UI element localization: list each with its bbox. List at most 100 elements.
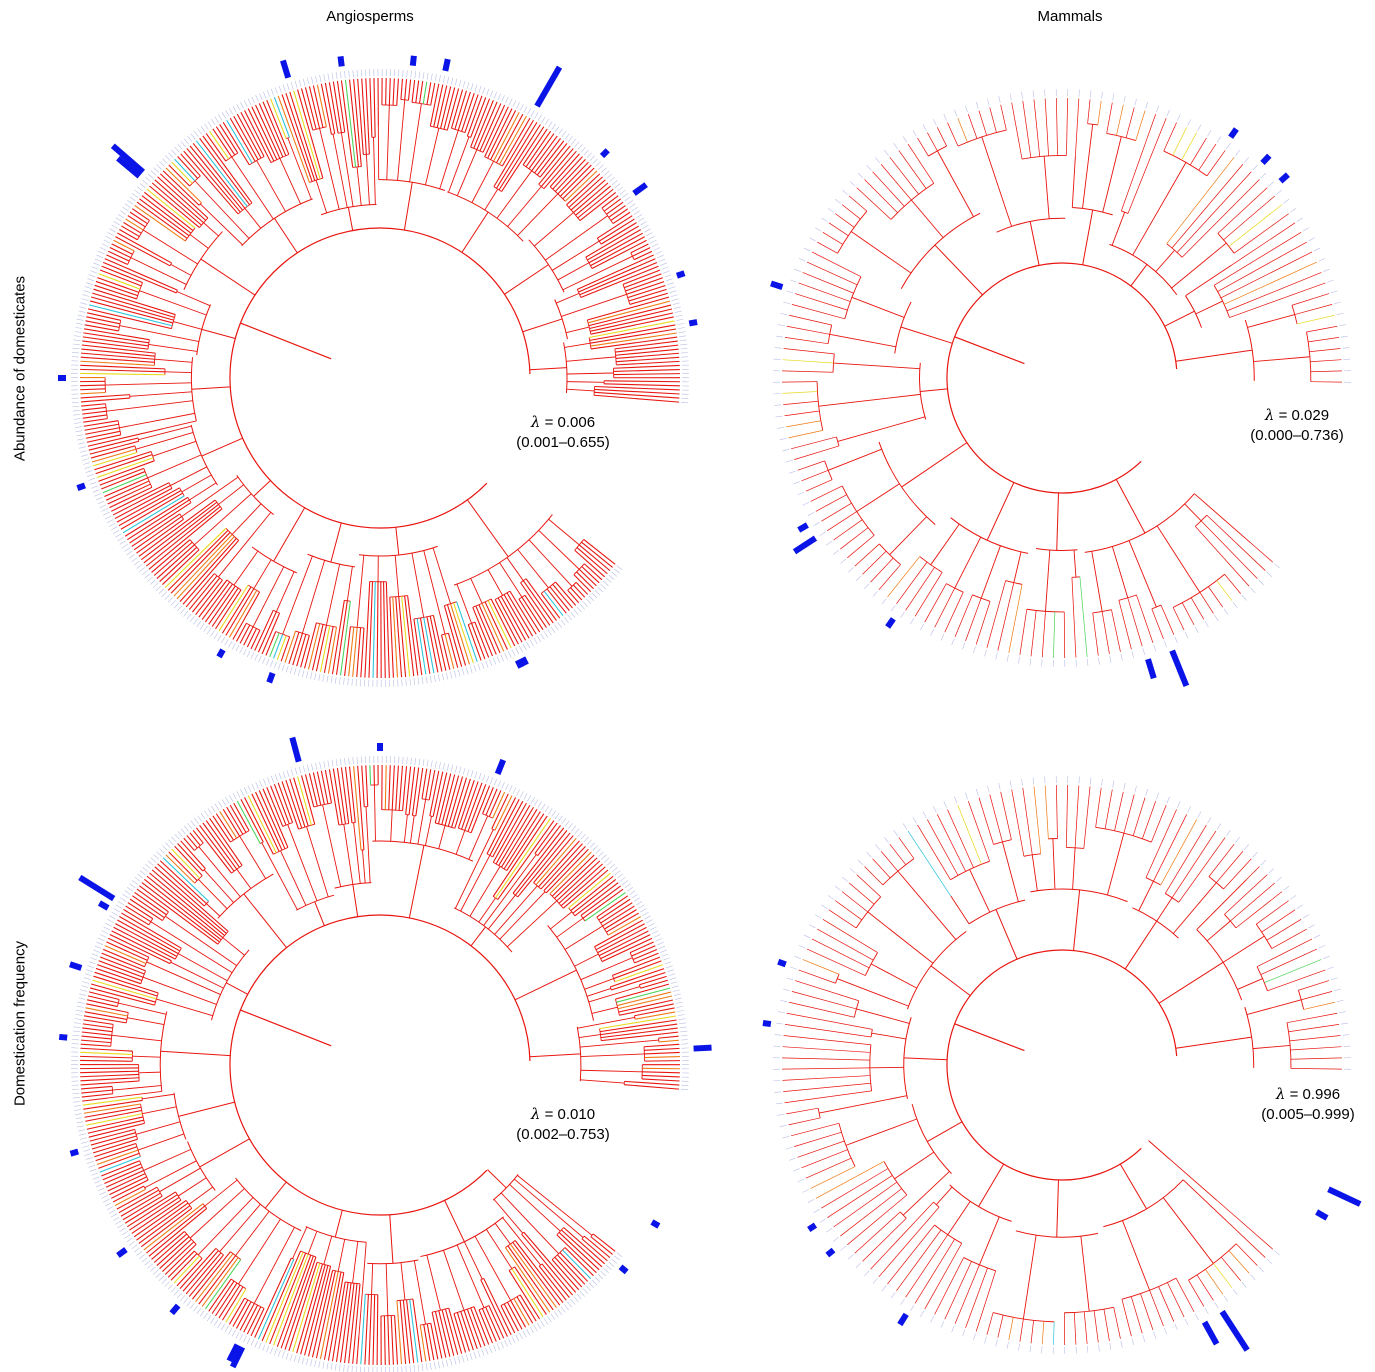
subclade-stem [591, 1006, 618, 1014]
tip-label [81, 454, 88, 457]
tip-label [94, 945, 102, 949]
tip-branch [1178, 837, 1226, 903]
tip-label [601, 167, 607, 173]
tip-label [819, 531, 826, 536]
tip-label [406, 70, 408, 78]
tip-label [153, 167, 160, 173]
tip-label [457, 1356, 461, 1364]
tip-branch [236, 113, 262, 159]
subclade-stem [870, 963, 917, 989]
tip-label [670, 294, 678, 297]
tip-label [258, 655, 262, 663]
tip-branch [965, 598, 982, 641]
tip-branch [828, 909, 857, 929]
tip-branch [791, 991, 857, 1010]
tip-label [902, 823, 908, 830]
subclade-stem [129, 391, 192, 397]
tip-label [351, 678, 353, 686]
tip-branch [827, 511, 857, 532]
tip-branch [319, 625, 331, 673]
tip-branch [111, 1179, 149, 1199]
tip-label [187, 136, 193, 142]
tip-label [782, 449, 790, 452]
tip-branch [432, 615, 447, 671]
tip-branch [576, 571, 594, 590]
tip-label [87, 474, 94, 477]
subclade-stem [181, 474, 212, 493]
trait-bar [266, 672, 276, 684]
tip-label [660, 949, 667, 953]
tip-branch [185, 1252, 222, 1295]
tip-branch [441, 1309, 455, 1356]
tip-branch [209, 130, 230, 160]
subclade-stem [954, 536, 982, 589]
tip-branch [316, 84, 327, 127]
tip-branch [598, 218, 635, 242]
tip-label [1313, 247, 1321, 252]
tip-label [413, 1365, 416, 1372]
tip-label [1308, 924, 1315, 929]
tip-label [1340, 335, 1348, 338]
tip-branch [174, 845, 203, 877]
tip-branch [195, 140, 248, 207]
tip-label [541, 803, 546, 810]
tip-branch [975, 601, 991, 645]
tip-label [557, 622, 563, 629]
tip-label [318, 673, 321, 681]
tip-branch [604, 380, 680, 383]
trait-bar [618, 1264, 629, 1275]
tip-label [162, 845, 168, 851]
tip-branch [495, 804, 531, 865]
tip-label [595, 848, 601, 854]
tip-label [564, 1304, 569, 1311]
tip-branch [392, 78, 395, 106]
tip-branch [1223, 858, 1252, 890]
tip-branch [590, 316, 674, 335]
tip-branch [209, 817, 243, 866]
subclade-stem [456, 149, 478, 196]
trait-bar-group [770, 127, 1290, 687]
tip-label [81, 298, 89, 301]
tip-label [673, 993, 681, 996]
tip-label [72, 1030, 80, 1033]
tip-label [351, 1365, 353, 1372]
tip-label [798, 258, 806, 262]
tip-branch [127, 215, 146, 228]
tip-branch [353, 766, 362, 851]
tip-label [127, 199, 134, 205]
tip-label [617, 873, 623, 879]
clade-stem [1124, 920, 1158, 970]
tip-label [176, 605, 182, 612]
tip-label [511, 649, 516, 657]
tip-label [101, 508, 108, 512]
subclade-stem [390, 809, 393, 842]
tip-label [1131, 1338, 1134, 1346]
tip-label [103, 1198, 110, 1203]
tip-branch [434, 772, 448, 824]
tip-branch [356, 627, 362, 678]
tip-branch [307, 623, 321, 670]
tip-label [1327, 279, 1334, 283]
tip-branch [509, 1243, 557, 1308]
tip-branch [269, 1252, 307, 1345]
tip-branch [538, 145, 571, 185]
tip-branch [81, 1035, 112, 1040]
panel-mammal-frequency: λ = 0.996 (0.005–0.999) [700, 690, 1375, 1372]
tip-branch [112, 485, 171, 516]
subclade-stem [356, 555, 365, 628]
tip-label [98, 250, 105, 255]
tip-branch [400, 78, 404, 100]
tip-label [661, 266, 669, 270]
tip-label [99, 504, 107, 509]
tip-branch [1153, 814, 1188, 882]
subclade-stem [432, 547, 451, 604]
tip-branch [613, 373, 680, 376]
trait-bar [110, 143, 145, 175]
subclade-stem [538, 530, 580, 570]
tip-branch [80, 1067, 139, 1070]
tip-label [108, 522, 116, 527]
tip-branch [782, 359, 834, 364]
tip-branch [467, 624, 482, 661]
tip-label [75, 1014, 83, 1016]
tip-label [270, 1347, 274, 1354]
